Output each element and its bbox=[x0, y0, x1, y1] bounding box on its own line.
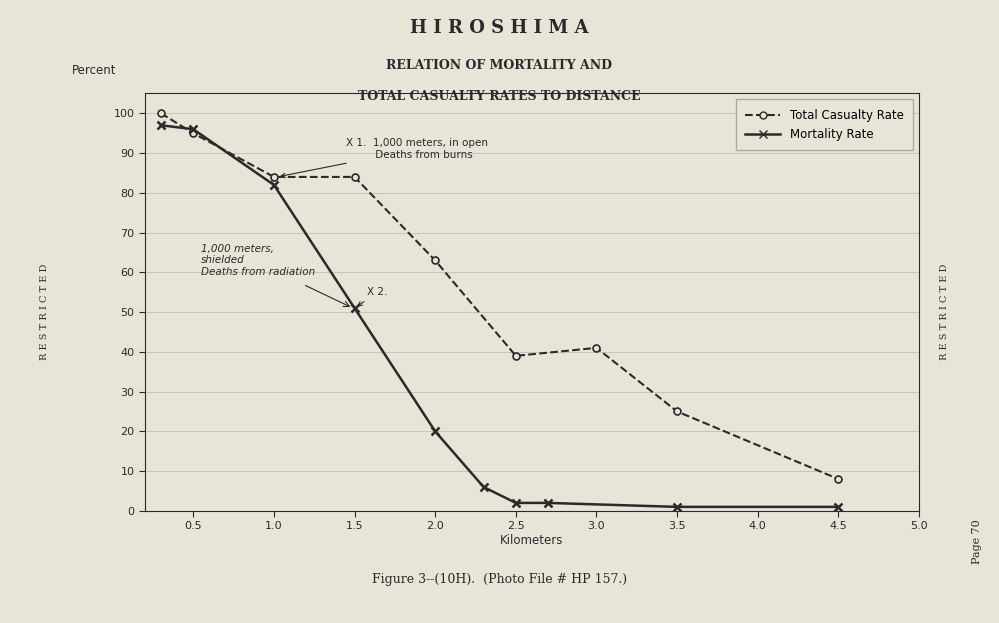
Text: X 2.: X 2. bbox=[358, 287, 388, 306]
Text: RELATION OF MORTALITY AND: RELATION OF MORTALITY AND bbox=[387, 59, 612, 72]
X-axis label: Kilometers: Kilometers bbox=[500, 534, 563, 547]
Text: Figure 3--(10H).  (Photo File # HP 157.): Figure 3--(10H). (Photo File # HP 157.) bbox=[372, 573, 627, 586]
Text: R E S T R I C T E D: R E S T R I C T E D bbox=[40, 264, 50, 359]
Text: 1,000 meters,
shielded
Deaths from radiation: 1,000 meters, shielded Deaths from radia… bbox=[202, 244, 316, 277]
Y-axis label: Percent: Percent bbox=[72, 64, 117, 77]
Text: X 1.  1,000 meters, in open
         Deaths from burns: X 1. 1,000 meters, in open Deaths from b… bbox=[281, 138, 489, 178]
Text: R E S T R I C T E D: R E S T R I C T E D bbox=[939, 264, 949, 359]
Legend: Total Casualty Rate, Mortality Rate: Total Casualty Rate, Mortality Rate bbox=[735, 99, 913, 150]
Text: TOTAL CASUALTY RATES TO DISTANCE: TOTAL CASUALTY RATES TO DISTANCE bbox=[359, 90, 640, 103]
Text: H I R O S H I M A: H I R O S H I M A bbox=[411, 19, 588, 37]
Text: Page 70: Page 70 bbox=[972, 520, 982, 564]
